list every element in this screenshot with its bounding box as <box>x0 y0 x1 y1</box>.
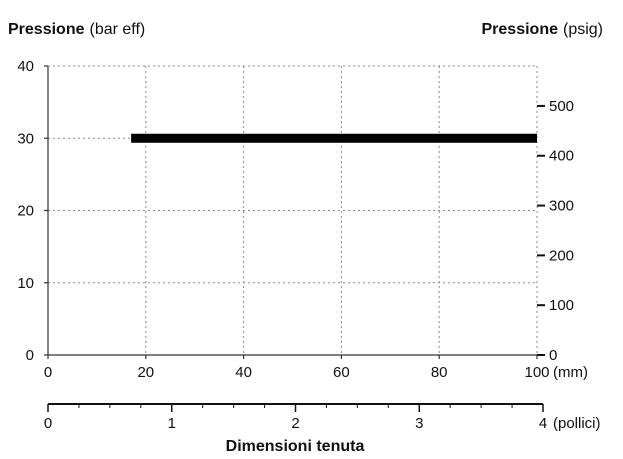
mm-tick-label: 20 <box>137 364 154 381</box>
right-tick-label: 300 <box>549 198 574 215</box>
left-axis-title: Pressione (bar eff) <box>8 21 145 38</box>
mm-tick-label: 60 <box>333 364 350 381</box>
mm-tick-label: 40 <box>235 364 252 381</box>
right-tick-label: 400 <box>549 148 574 165</box>
inch-axis: 0 1 2 3 4 <box>44 403 547 432</box>
left-tick-label: 30 <box>17 130 34 147</box>
inch-tick-label: 0 <box>44 415 52 432</box>
left-tick-label: 40 <box>17 58 34 75</box>
mm-tick-label: 0 <box>44 364 52 381</box>
x-axis-title: Dimensioni tenuta <box>226 438 365 455</box>
mm-tick-label: 100 <box>524 364 549 381</box>
inch-unit-label: (pollici) <box>553 415 601 432</box>
inch-tick-label: 3 <box>415 415 423 432</box>
inch-tick-label: 4 <box>539 415 547 432</box>
mm-unit-label: (mm) <box>553 364 588 381</box>
right-axis-ticks: 0 100 200 300 400 500 <box>537 98 574 364</box>
left-axis-ticks: 0 10 20 30 40 <box>17 58 48 364</box>
grid <box>48 65 538 355</box>
left-tick-label: 0 <box>26 347 34 364</box>
left-tick-label: 20 <box>17 203 34 220</box>
right-tick-label: 200 <box>549 247 574 264</box>
left-tick-label: 10 <box>17 275 34 292</box>
left-axis-title-unit: (bar eff) <box>89 21 145 38</box>
right-tick-label: 0 <box>549 347 557 364</box>
left-axis-title-bold: Pressione <box>8 21 85 38</box>
inch-tick-label: 2 <box>291 415 299 432</box>
right-axis-title: Pressione (psig) <box>482 21 604 38</box>
right-axis-title-unit: (psig) <box>563 21 603 38</box>
inch-tick-label: 1 <box>168 415 176 432</box>
right-tick-label: 100 <box>549 297 574 314</box>
mm-axis-ticks: 0 20 40 60 80 100 <box>44 355 550 381</box>
right-axis-title-bold: Pressione <box>482 21 559 38</box>
mm-tick-label: 80 <box>431 364 448 381</box>
right-tick-label: 500 <box>549 98 574 115</box>
